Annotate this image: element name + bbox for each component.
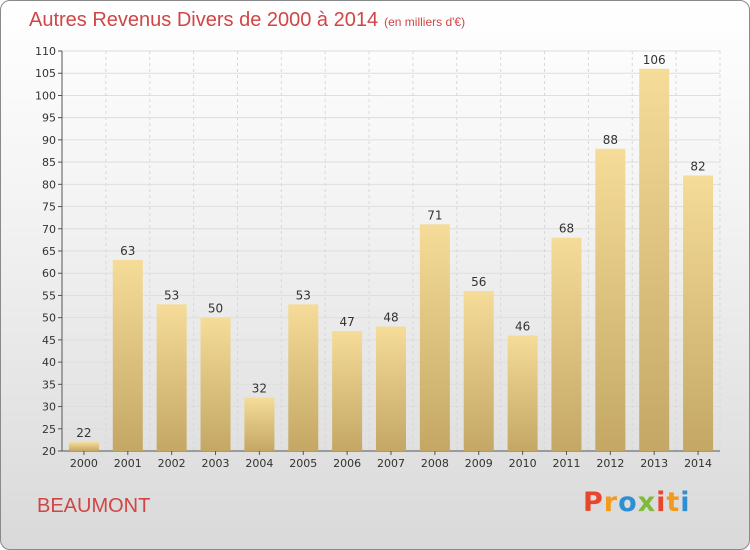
y-tick-label: 100 <box>35 89 56 102</box>
bar-2003 <box>200 317 231 451</box>
x-tick-label-2004: 2004 <box>245 457 273 470</box>
labels: 20 25 30 35 40 45 50 55 60 65 70 75 80 85 90 95 100 105 11… <box>35 45 712 470</box>
bar-2005 <box>288 304 319 451</box>
bars <box>68 68 714 452</box>
bar-2008 <box>419 224 450 451</box>
x-tick-label-2005: 2005 <box>289 457 317 470</box>
logo-letter: i <box>680 487 691 518</box>
y-tick-label: 70 <box>42 223 56 236</box>
bar-2014 <box>683 175 714 451</box>
y-tick-label: 110 <box>35 45 56 58</box>
x-tick-label-2000: 2000 <box>70 457 98 470</box>
y-tick-label: 40 <box>42 356 56 369</box>
y-tick-label: 60 <box>42 267 56 280</box>
y-tick-label: 80 <box>42 178 56 191</box>
x-tick-label-2014: 2014 <box>684 457 712 470</box>
data-label-2010: 46 <box>515 319 530 333</box>
data-label-2011: 68 <box>559 222 574 236</box>
logo-letter: i <box>656 487 667 518</box>
y-tick-label: 20 <box>42 445 56 458</box>
x-tick-label-2007: 2007 <box>377 457 405 470</box>
bar-2009 <box>463 291 494 451</box>
y-tick-label: 75 <box>42 201 56 214</box>
x-tick-label-2001: 2001 <box>114 457 142 470</box>
y-tick-label: 105 <box>35 67 56 80</box>
data-label-2000: 22 <box>76 426 91 440</box>
logo-letter: x <box>637 487 657 518</box>
bar-2002 <box>156 304 187 451</box>
bar-2013 <box>639 68 670 452</box>
data-label-2006: 47 <box>339 315 354 329</box>
bar-2001 <box>112 259 143 451</box>
data-label-2009: 56 <box>471 275 486 289</box>
y-tick-label: 45 <box>42 334 56 347</box>
data-label-2005: 53 <box>296 288 311 302</box>
chart-title: Autres Revenus Divers de 2000 à 2014 (en … <box>29 9 465 32</box>
y-tick-label: 50 <box>42 312 56 325</box>
data-label-2007: 48 <box>383 311 398 325</box>
bar-2000 <box>68 442 99 451</box>
x-tick-label-2011: 2011 <box>552 457 580 470</box>
y-tick-label: 95 <box>42 112 56 125</box>
data-label-2008: 71 <box>427 208 442 222</box>
y-tick-label: 30 <box>42 401 56 414</box>
x-tick-label-2008: 2008 <box>421 457 449 470</box>
city-name: BEAUMONT <box>37 495 151 517</box>
bar-2004 <box>244 397 275 451</box>
bar-2010 <box>507 335 538 451</box>
logo-letter: P <box>583 487 604 518</box>
data-label-2001: 63 <box>120 244 135 258</box>
y-tick-label: 90 <box>42 134 56 147</box>
y-tick-label: 65 <box>42 245 56 258</box>
logo-letter: o <box>618 487 638 518</box>
y-tick-label: 35 <box>42 378 56 391</box>
data-label-2013: 106 <box>643 53 666 67</box>
y-tick-label: 85 <box>42 156 56 169</box>
bar-2012 <box>595 148 626 451</box>
logo-letter: r <box>603 487 619 518</box>
data-label-2003: 50 <box>208 302 223 316</box>
x-tick-label-2012: 2012 <box>596 457 624 470</box>
chart-title-text: Autres Revenus Divers de 2000 à 2014 <box>29 9 379 31</box>
x-tick-label-2009: 2009 <box>465 457 493 470</box>
chart-unit: (en milliers d'€) <box>384 15 466 29</box>
x-tick-label-2010: 2010 <box>509 457 537 470</box>
data-label-2012: 88 <box>603 133 618 147</box>
bar-2007 <box>376 326 406 451</box>
logo-letter: t <box>666 487 681 518</box>
data-label-2004: 32 <box>252 382 267 396</box>
y-tick-label: 25 <box>42 423 56 436</box>
x-tick-label-2013: 2013 <box>640 457 668 470</box>
data-label-2002: 53 <box>164 288 179 302</box>
y-tick-label: 55 <box>42 289 56 302</box>
bar-2006 <box>332 331 363 451</box>
x-tick-label-2002: 2002 <box>158 457 186 470</box>
bar-2011 <box>551 237 582 451</box>
data-label-2014: 82 <box>690 159 705 173</box>
proxiti-logo[interactable]: Proxiti <box>583 487 691 518</box>
x-tick-label-2006: 2006 <box>333 457 361 470</box>
x-tick-label-2003: 2003 <box>202 457 230 470</box>
